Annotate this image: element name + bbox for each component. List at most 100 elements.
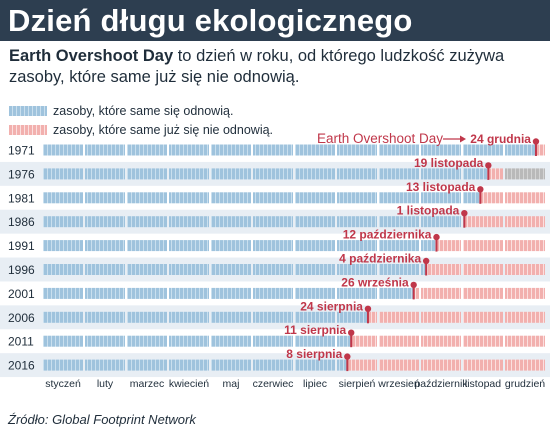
month-cell <box>463 264 503 275</box>
month-cell <box>337 336 351 347</box>
month-cell <box>253 264 293 275</box>
month-cell <box>295 288 335 299</box>
year-label: 1996 <box>8 263 35 277</box>
month-cell <box>43 288 83 299</box>
month-cell <box>169 145 209 156</box>
month-cell <box>211 312 251 323</box>
month-cell <box>337 360 347 371</box>
overshoot-marker-dot <box>433 234 439 240</box>
month-cell <box>127 336 167 347</box>
month-label: czerwiec <box>253 378 294 390</box>
month-cell <box>536 145 545 156</box>
month-cell <box>505 216 545 227</box>
overshoot-date-label: 19 listopada <box>414 156 484 170</box>
year-label: 1971 <box>8 144 35 158</box>
month-label: luty <box>97 378 114 390</box>
month-cell <box>379 360 419 371</box>
month-cell <box>463 192 480 203</box>
arrow-head <box>460 136 466 143</box>
month-cell <box>211 264 251 275</box>
year-label: 2016 <box>8 359 35 373</box>
month-cell <box>337 240 377 251</box>
month-cell <box>127 192 167 203</box>
month-cell <box>43 216 83 227</box>
month-cell <box>421 312 461 323</box>
overshoot-date-label: 8 sierpnia <box>286 347 342 361</box>
month-cell <box>421 336 461 347</box>
month-cell <box>85 145 125 156</box>
month-cell <box>421 192 461 203</box>
month-cell <box>421 240 436 251</box>
month-cell <box>211 288 251 299</box>
month-cell <box>379 145 419 156</box>
month-cell <box>347 360 377 371</box>
month-cell <box>85 288 125 299</box>
month-cell <box>85 216 125 227</box>
month-cell <box>253 312 293 323</box>
month-cell <box>295 240 335 251</box>
month-cell <box>337 192 377 203</box>
month-label: grudzień <box>505 378 545 390</box>
month-cell <box>127 216 167 227</box>
month-cell <box>169 360 209 371</box>
month-cell <box>505 145 536 156</box>
overshoot-marker-dot <box>423 258 429 264</box>
month-cell <box>43 360 83 371</box>
month-cell <box>211 216 251 227</box>
month-cell <box>169 192 209 203</box>
month-cell <box>436 240 461 251</box>
month-cell <box>43 336 83 347</box>
month-cell <box>169 264 209 275</box>
month-cell <box>211 240 251 251</box>
month-cell <box>505 192 545 203</box>
year-label: 2001 <box>8 287 35 301</box>
month-cell <box>379 264 419 275</box>
month-cell <box>463 288 503 299</box>
month-cell <box>253 336 293 347</box>
month-cell <box>127 264 167 275</box>
month-cell <box>253 168 293 179</box>
month-cell <box>505 336 545 347</box>
month-cell <box>295 192 335 203</box>
overshoot-date-label: 26 września <box>341 275 409 289</box>
month-cell <box>85 192 125 203</box>
overshoot-marker-dot <box>485 162 491 168</box>
year-label: 1981 <box>8 191 35 205</box>
month-label: sierpień <box>339 378 376 390</box>
month-cell <box>463 312 503 323</box>
month-cell <box>505 312 545 323</box>
month-cell <box>211 360 251 371</box>
year-label: 2006 <box>8 311 35 325</box>
month-cell <box>368 312 377 323</box>
overshoot-marker-dot <box>461 210 467 216</box>
month-cell <box>253 288 293 299</box>
month-cell <box>85 312 125 323</box>
month-label: marzec <box>130 378 164 390</box>
month-cell <box>253 216 293 227</box>
month-cell <box>463 360 503 371</box>
overshoot-marker-dot <box>533 138 539 144</box>
overshoot-date-label: 13 listopada <box>406 180 476 194</box>
overshoot-marker-dot <box>477 186 483 192</box>
month-cell <box>379 336 419 347</box>
month-cell <box>480 192 503 203</box>
month-cell <box>127 312 167 323</box>
month-label: październik <box>414 378 468 390</box>
month-cell <box>253 145 293 156</box>
month-cell <box>426 264 461 275</box>
month-cell <box>169 240 209 251</box>
month-cell <box>211 168 251 179</box>
month-cell <box>337 312 368 323</box>
month-cell <box>505 168 545 179</box>
month-cell <box>463 240 503 251</box>
month-cell <box>43 145 83 156</box>
month-label: lipiec <box>303 378 327 390</box>
month-cell <box>43 240 83 251</box>
month-cell <box>127 240 167 251</box>
month-cell <box>379 216 419 227</box>
month-cell <box>379 288 414 299</box>
month-cell <box>464 216 503 227</box>
overshoot-marker-dot <box>365 306 371 312</box>
month-cell <box>379 168 419 179</box>
